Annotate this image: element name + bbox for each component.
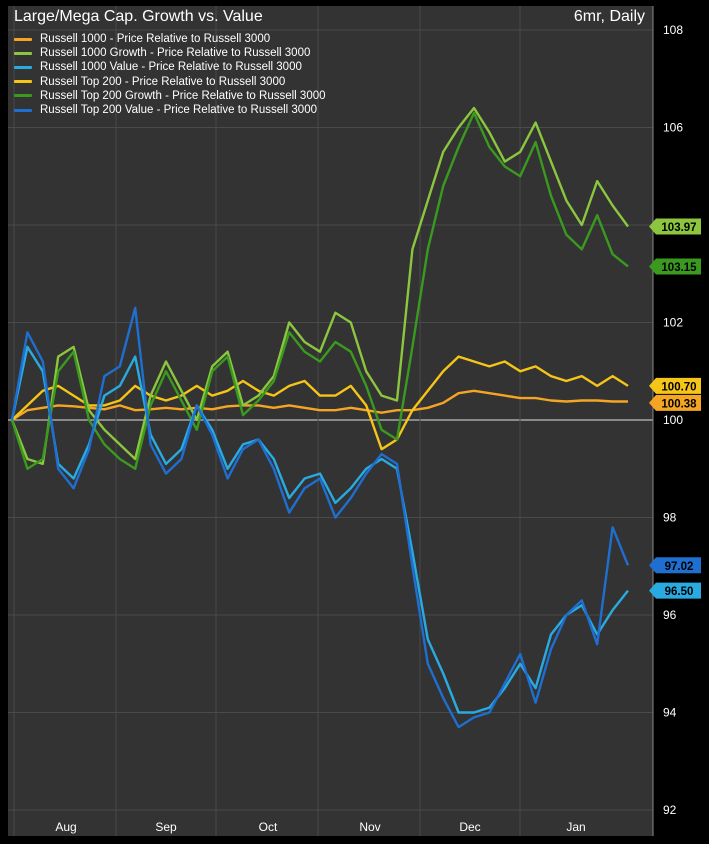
legend-swatch [14, 80, 32, 84]
series-line [10, 106, 629, 466]
legend-item: Russell Top 200 Value - Price Relative t… [14, 103, 326, 117]
series-line [11, 355, 629, 451]
x-tick-label: Oct [259, 820, 278, 834]
end-value-tag-bg [649, 582, 701, 599]
legend-label: Russell Top 200 Value - Price Relative t… [40, 104, 317, 117]
grid-lines [8, 6, 653, 836]
end-value-tag-bg [649, 258, 701, 275]
legend-item: Russell Top 200 Growth - Price Relative … [14, 89, 326, 103]
legend-item: Russell 1000 - Price Relative to Russell… [14, 32, 326, 46]
y-tick-label: 102 [663, 316, 683, 330]
x-tick-label: Jan [566, 820, 585, 834]
legend-label: Russell Top 200 Growth - Price Relative … [40, 89, 326, 102]
legend-swatch [14, 65, 32, 69]
y-tick-label: 98 [663, 511, 677, 525]
end-value-tag-bg [649, 218, 701, 235]
y-tick-label: 96 [663, 608, 677, 622]
y-tick-label: 94 [663, 706, 677, 720]
end-value-tag-bg [649, 394, 701, 411]
x-tick-label: Dec [459, 820, 480, 834]
chart-subtitle: 6mr, Daily [573, 8, 645, 25]
y-tick-label: 100 [663, 413, 683, 427]
end-value-label: 103.15 [661, 262, 697, 274]
y-tick-label: 106 [663, 121, 683, 135]
end-value-label: 100.38 [661, 398, 697, 410]
legend-item: Russell Top 200 - Price Relative to Russ… [14, 75, 326, 89]
end-value-tag: 97.02 [649, 557, 701, 574]
legend-item: Russell 1000 Value - Price Relative to R… [14, 60, 326, 74]
legend-swatch [14, 94, 32, 98]
series-line [11, 389, 628, 422]
chart-title: Large/Mega Cap. Growth vs. Value [14, 8, 263, 25]
legend-swatch [14, 51, 32, 55]
end-value-tag-bg [649, 377, 701, 394]
legend-item: Russell 1000 Growth - Price Relative to … [14, 46, 326, 60]
legend-label: Russell 1000 Value - Price Relative to R… [40, 61, 302, 74]
legend-swatch [14, 37, 32, 41]
series-line [10, 345, 629, 714]
legend-label: Russell 1000 Growth - Price Relative to … [40, 47, 311, 60]
end-value-label: 103.97 [661, 222, 696, 234]
end-value-label: 100.70 [661, 381, 696, 393]
end-value-label: 97.02 [665, 561, 694, 573]
end-value-tag: 100.38 [649, 394, 701, 411]
legend-label: Russell 1000 - Price Relative to Russell… [40, 33, 271, 46]
end-value-tag: 103.15 [649, 258, 701, 275]
legend: Russell 1000 - Price Relative to Russell… [14, 32, 326, 117]
series-line [10, 111, 629, 470]
end-value-tag: 96.50 [649, 582, 701, 599]
legend-label: Russell Top 200 - Price Relative to Russ… [40, 75, 286, 88]
y-tick-label: 92 [663, 803, 677, 817]
legend-swatch [14, 108, 32, 112]
end-value-tag-bg [649, 557, 701, 574]
end-value-tag: 103.97 [649, 218, 701, 235]
x-tick-label: Nov [359, 820, 380, 834]
series-line [10, 306, 630, 729]
end-value-label: 96.50 [665, 586, 694, 598]
series-lines [10, 106, 630, 729]
x-tick-label: Sep [155, 820, 177, 834]
x-tick-label: Aug [55, 820, 76, 834]
axis: 92949698100102104106108AugSepOctNovDecJa… [55, 6, 701, 836]
end-value-tag: 100.70 [649, 377, 701, 394]
y-tick-label: 108 [663, 23, 683, 37]
